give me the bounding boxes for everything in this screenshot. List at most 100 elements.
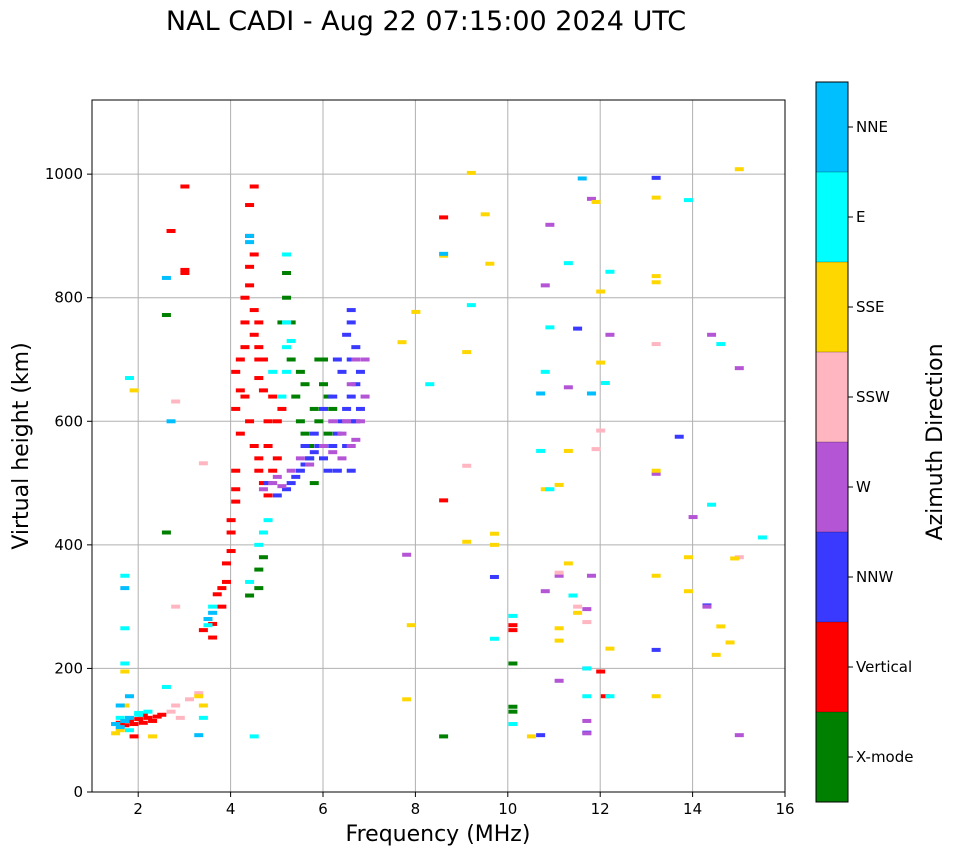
data-point-ssw [166,709,176,714]
data-point-sse [402,697,412,702]
data-point-w [586,196,596,201]
data-point-x-mode [314,419,324,424]
data-point-x-mode [245,593,255,598]
data-point-vertical [157,712,167,717]
data-point-vertical [249,184,259,189]
colorbar-frame [815,81,849,803]
data-point-w [707,332,717,337]
data-point-ssw [591,447,601,452]
data-point-sse [734,167,744,172]
data-point-sse [651,195,661,200]
data-point-w [402,552,412,557]
data-point-vertical [600,694,610,699]
data-point-w [688,515,698,520]
data-point-e [249,734,259,739]
data-point-e [161,684,171,689]
colorbar-swatch-e [816,172,848,262]
data-point-ssw [462,463,472,468]
data-point-vertical [231,468,241,473]
data-point-vertical [180,184,190,189]
data-point-vertical [277,406,287,411]
data-point-sse [591,199,601,204]
data-point-nnw [651,647,661,652]
data-point-nnw [314,444,324,448]
data-point-x-mode [508,661,518,666]
data-point-x-mode [254,567,264,572]
data-point-nne [124,694,134,699]
data-point-sse [406,623,416,628]
data-point-sse [711,652,721,657]
data-point-e [707,502,717,507]
data-point-vertical [221,561,231,566]
data-point-sse [120,669,130,674]
data-point-vertical [120,723,130,728]
data-point-vertical [240,295,250,300]
colorbar-label-ssw: SSW [856,388,890,406]
data-point-e [600,380,610,385]
data-point-w [554,678,564,683]
data-point-sse [651,573,661,578]
colorbar-label-nne: NNE [856,118,888,136]
data-point-e [120,626,130,631]
data-point-nne [245,240,255,245]
data-point-w [346,382,356,387]
data-point-sse [489,531,499,536]
data-point-nnw [346,394,356,399]
data-point-vertical [138,712,148,717]
colorbar-label-sse: SSE [856,298,885,316]
data-point-vertical [254,456,264,461]
data-point-nnw [342,444,352,448]
data-point-nnw [286,481,296,486]
data-point-nne [161,275,171,280]
data-point-ssw [198,461,208,466]
data-point-nne [245,233,255,238]
colorbar: X-mode Vertical NNW W SSW SSE E NNE [815,81,913,803]
data-point-x-mode [508,709,518,714]
data-point-vertical [249,252,259,257]
plot-frame [91,99,786,793]
data-point-e [508,722,518,727]
data-point-sse [683,589,693,594]
x-tick-label: 14 [683,800,702,818]
data-point-ssw [171,604,181,609]
data-point-sse [683,555,693,560]
data-point-x-mode [305,444,315,448]
data-point-vertical [249,308,259,313]
data-point-x-mode [295,419,305,424]
data-point-w [268,481,278,486]
data-point-nne [586,391,596,396]
data-point-vertical [208,621,218,626]
data-point-sse [554,638,564,643]
data-point-vertical [217,604,227,609]
data-point-sse [563,448,573,453]
data-point-x-mode [323,394,333,399]
data-point-nnw [291,474,301,479]
data-point-e [282,369,292,374]
data-point-nnw [305,456,315,461]
data-point-e [536,448,546,453]
data-point-w [563,385,573,390]
data-point-vertical [254,357,264,362]
data-point-sse [462,539,472,544]
data-point-vertical [124,718,134,723]
data-point-ssw [596,428,606,433]
colorbar-label-x-mode: X-mode [856,748,913,766]
data-point-vertical [115,720,125,725]
data-point-sse [480,212,490,217]
data-point-nnw [351,345,361,350]
data-point-x-mode [282,295,292,300]
data-point-sse [489,542,499,547]
data-point-ssw [171,703,181,708]
data-point-sse [540,487,550,492]
data-point-vertical [217,586,227,591]
data-point-vertical [129,722,139,727]
y-axis-label: Virtual height (km) [9,342,34,549]
data-point-sse [485,261,495,266]
data-point-vertical [263,444,273,448]
data-point-e [508,613,518,618]
data-point-nnw [346,308,356,313]
data-point-x-mode [300,382,310,387]
data-point-nnw [351,382,361,387]
data-point-w [360,394,370,399]
data-point-e [198,715,208,720]
